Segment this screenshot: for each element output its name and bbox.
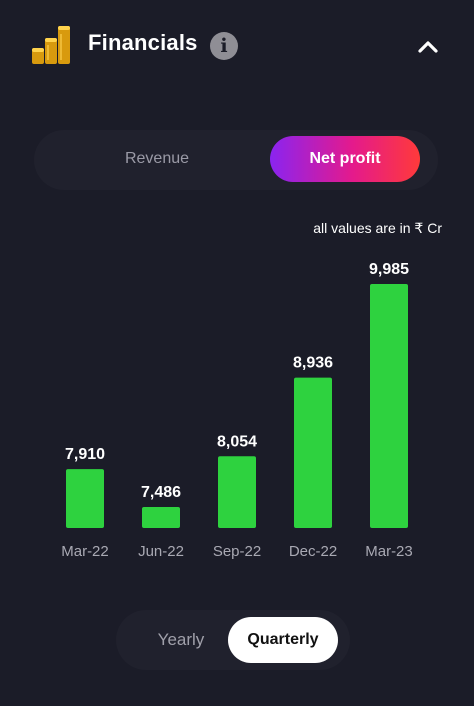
bar-chart: 7,910 Mar-22 7,486 Jun-22 8,054 Sep-22 8,936 De… bbox=[61, 261, 413, 560]
tab-revenue[interactable]: Revenue bbox=[124, 150, 190, 167]
value-label: 8,054 bbox=[217, 433, 257, 450]
x-tick-label: Jun-22 bbox=[138, 543, 184, 560]
value-label: 7,910 bbox=[65, 446, 105, 463]
x-tick-label: Sep-22 bbox=[213, 543, 261, 560]
section-title: Financials bbox=[88, 30, 198, 55]
bar-dec-22[interactable] bbox=[294, 377, 332, 528]
tab-yearly[interactable]: Yearly bbox=[157, 630, 205, 649]
chevron-up-icon[interactable] bbox=[416, 36, 440, 56]
metric-toggle: Revenue Net profit bbox=[34, 130, 438, 190]
value-label: 8,936 bbox=[293, 355, 333, 372]
bar-mar-23[interactable] bbox=[370, 284, 408, 528]
x-tick-label: Mar-22 bbox=[61, 543, 109, 560]
tab-net-profit[interactable]: Net profit bbox=[270, 136, 420, 182]
value-label: 7,486 bbox=[141, 484, 181, 501]
value-label: 9,985 bbox=[369, 261, 409, 278]
bar-mar-22[interactable] bbox=[66, 469, 104, 528]
x-tick-label: Mar-23 bbox=[365, 543, 413, 560]
period-toggle: Yearly Quarterly bbox=[116, 610, 350, 670]
tab-quarterly[interactable]: Quarterly bbox=[228, 617, 338, 663]
net-profit-chart: 7,910 Mar-22 7,486 Jun-22 8,054 Sep-22 8,936 De… bbox=[0, 240, 474, 580]
financials-header: Financials i bbox=[0, 0, 474, 92]
units-note: all values are in ₹ Cr bbox=[313, 220, 442, 236]
coins-icon bbox=[32, 26, 70, 64]
bar-sep-22[interactable] bbox=[218, 456, 256, 528]
x-tick-label: Dec-22 bbox=[289, 543, 337, 560]
info-icon[interactable]: i bbox=[210, 32, 238, 60]
bar-jun-22[interactable] bbox=[142, 506, 180, 528]
